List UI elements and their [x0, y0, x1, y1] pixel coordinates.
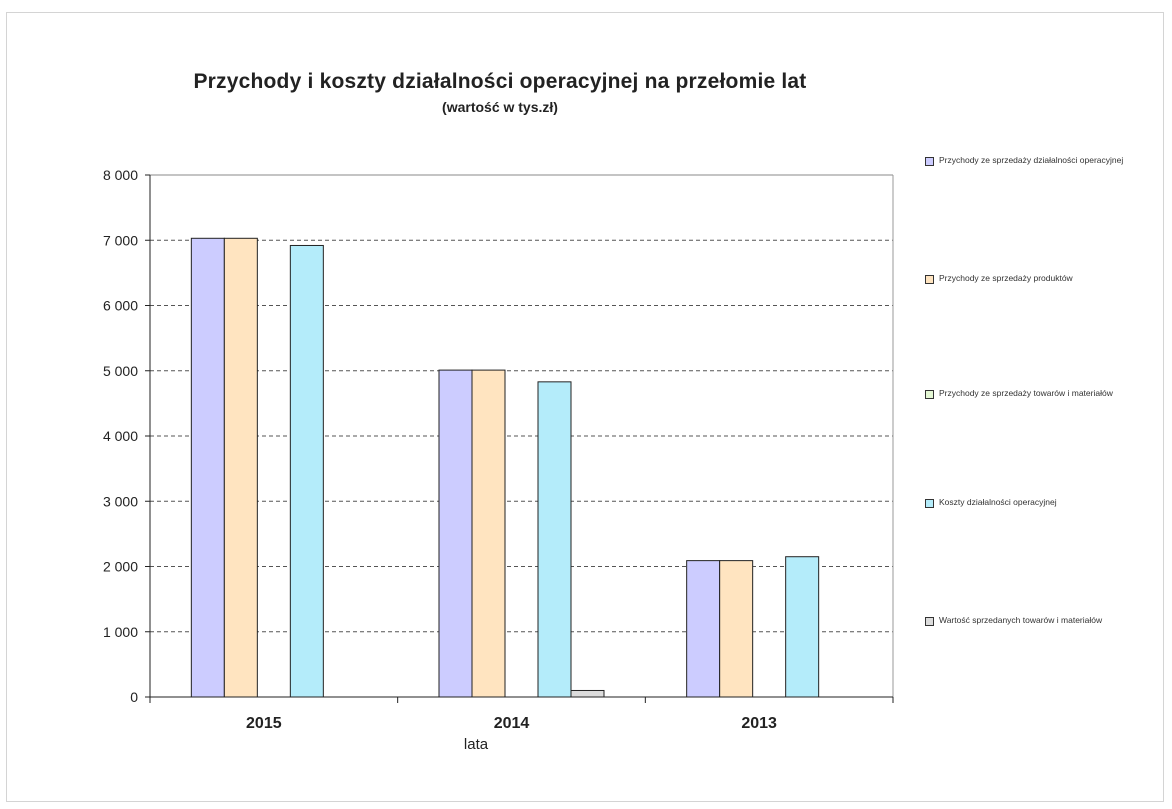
bar [223, 237, 258, 698]
x-category-label: 2015 [246, 715, 282, 732]
bar [570, 689, 605, 698]
chart-frame [6, 12, 1164, 802]
legend-item: Przychody ze sprzedaży towarów i materia… [925, 388, 1165, 399]
y-tick-label: 6 000 [103, 298, 138, 314]
bar [785, 556, 820, 698]
x-axis-categories: 2015 2014 2013 [149, 697, 894, 732]
legend-label: Przychody ze sprzedaży produktów [939, 273, 1073, 283]
chart-title: Przychody i koszty działalności operacyj… [193, 70, 807, 93]
legend-label: Przychody ze sprzedaży towarów i materia… [939, 388, 1113, 398]
x-category-label: 2014 [494, 715, 530, 732]
y-tick-label: 0 [130, 689, 138, 705]
bar [719, 560, 754, 698]
bar [438, 369, 473, 698]
legend-label: Koszty działalności operacyjnej [939, 497, 1057, 507]
y-tick-label: 5 000 [103, 363, 138, 379]
legend-swatch [925, 157, 934, 166]
legend-swatch [925, 390, 934, 399]
legend-item: Przychody ze sprzedaży produktów [925, 273, 1165, 284]
y-tick-label: 2 000 [103, 559, 138, 575]
legend-item: Koszty działalności operacyjnej [925, 497, 1165, 508]
legend-item: Wartość sprzedanych towarów i materiałów [925, 615, 1165, 626]
bar [471, 369, 506, 698]
legend-label: Wartość sprzedanych towarów i materiałów [939, 615, 1103, 625]
y-tick-label: 3 000 [103, 493, 138, 509]
legend-swatch [925, 275, 934, 284]
legend-swatch [925, 499, 934, 508]
legend-label: Przychody ze sprzedaży działalności oper… [939, 155, 1124, 165]
y-tick-label: 8 000 [103, 167, 138, 183]
y-tick-label: 7 000 [103, 232, 138, 248]
x-category-label: 2013 [741, 715, 777, 732]
y-tick-label: 4 000 [103, 428, 138, 444]
bar [686, 560, 721, 698]
bar [289, 244, 324, 698]
legend-swatch [925, 617, 934, 626]
x-axis-title: lata [464, 736, 489, 753]
y-tick-label: 1 000 [103, 624, 138, 640]
y-axis-ticks: 0 1 000 2 000 3 000 4 000 5 000 6 000 7 000 8 00… [103, 167, 150, 705]
bar [190, 237, 225, 698]
bars [190, 237, 820, 698]
grid-lines [150, 174, 894, 697]
legend-item: Przychody ze sprzedaży działalności oper… [925, 155, 1165, 166]
legend: Przychody ze sprzedaży działalności oper… [925, 155, 1165, 655]
chart-subtitle: (wartość w tys.zł) [442, 99, 558, 115]
bar [537, 381, 572, 698]
